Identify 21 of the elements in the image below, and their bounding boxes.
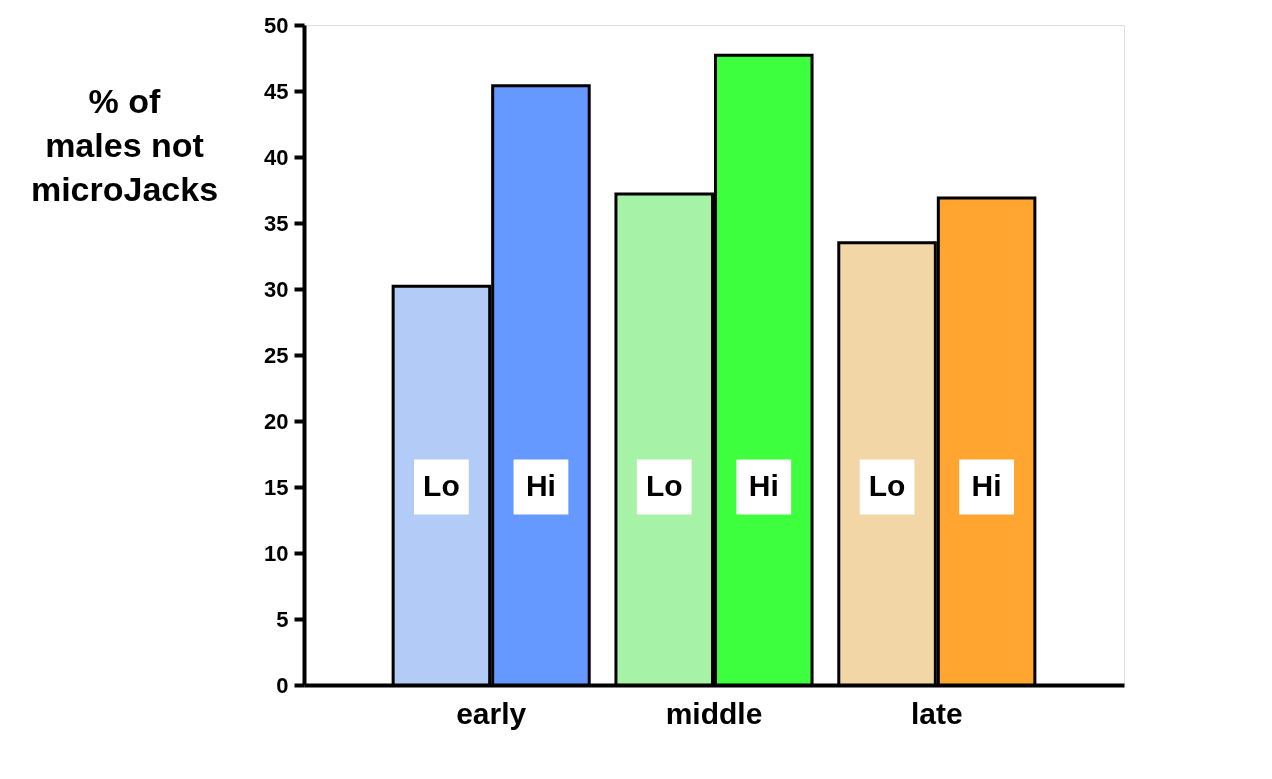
- y-tick-label: 25: [264, 342, 289, 368]
- text: Hi: [525, 469, 556, 502]
- x-tick-label: middle: [665, 696, 763, 730]
- y-axis-title: % of males not microJacks: [30, 81, 219, 208]
- y-tick-label: 40: [264, 144, 289, 170]
- x-tick-label: late: [910, 696, 963, 730]
- text: Lo: [423, 469, 460, 502]
- text: Hi: [971, 469, 1002, 502]
- y-tick-label: 35: [264, 210, 289, 236]
- y-tick-label: 20: [264, 408, 289, 434]
- y-tick-label: 10: [264, 540, 289, 566]
- y-tick-label: 15: [264, 474, 289, 500]
- y-tick-label: 0: [276, 672, 289, 698]
- y-tick-label: 45: [264, 78, 289, 104]
- y-tick-label: 30: [264, 276, 289, 302]
- series-label: Lo: [645, 469, 683, 502]
- y-tick-label: 5: [276, 606, 289, 632]
- series-label: Hi: [748, 469, 779, 502]
- text: Lo: [868, 469, 906, 502]
- x-tick-label: early: [456, 696, 527, 730]
- y-tick-label: 50: [264, 12, 289, 38]
